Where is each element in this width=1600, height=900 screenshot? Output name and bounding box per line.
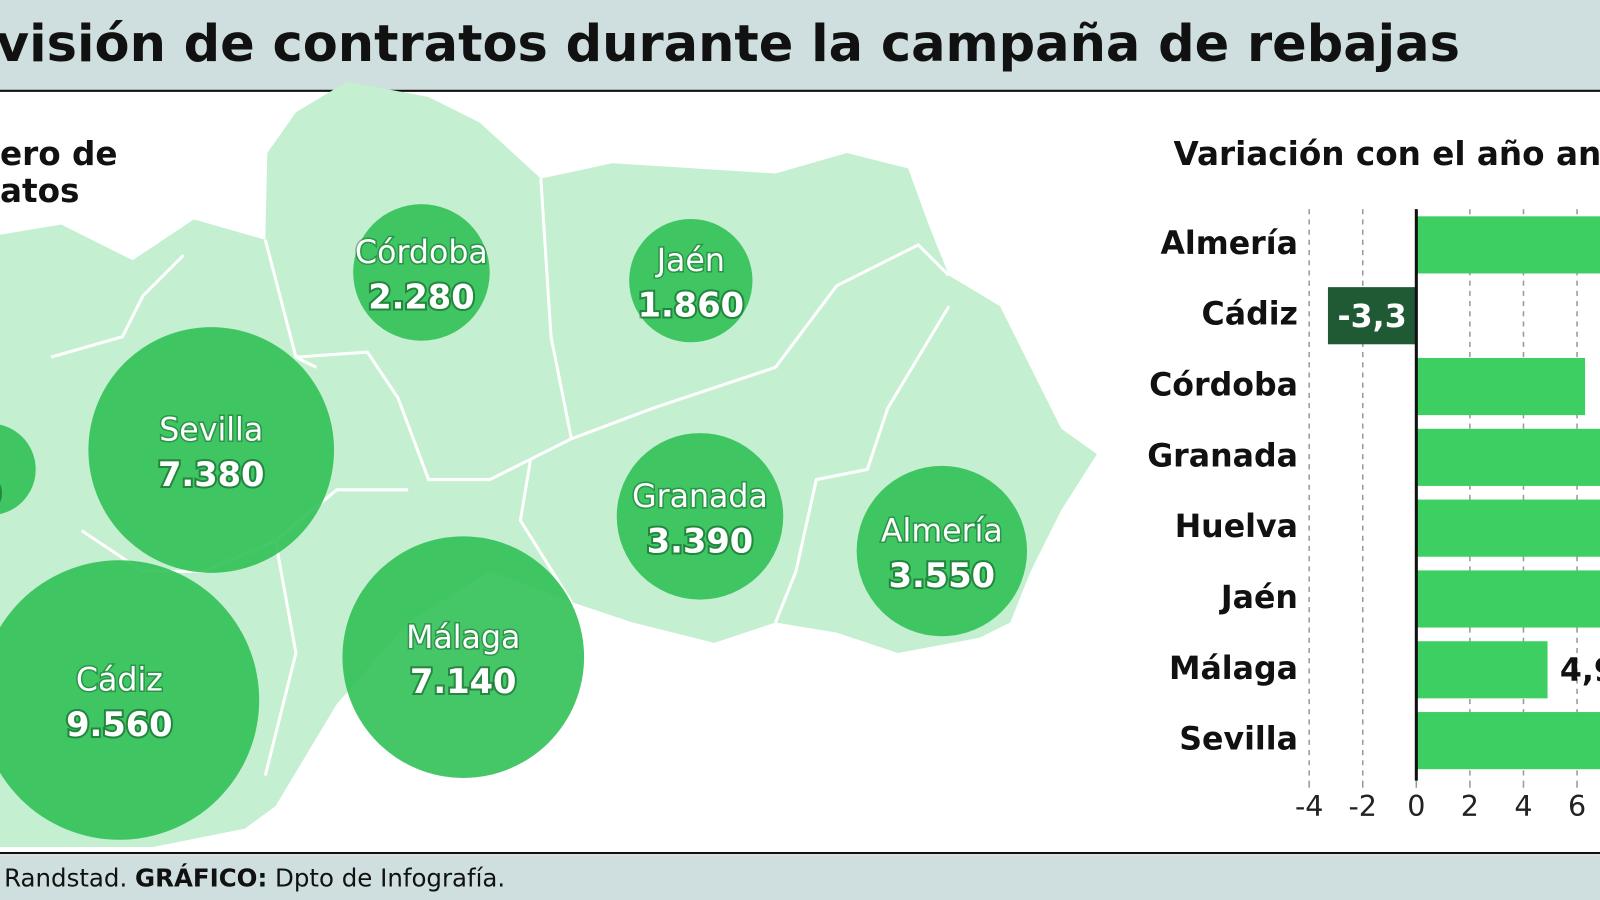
bubble-value: 3.550 — [889, 556, 995, 595]
x-tick-label: -4 — [1295, 789, 1323, 823]
footer: Randstad. GRÁFICO: Dpto de Infografía. — [4, 864, 505, 893]
category-label: Almería — [1160, 226, 1298, 262]
bubble — [88, 327, 335, 573]
footer-credit-label: GRÁFICO: — [135, 864, 267, 893]
bubble-name: Málaga — [406, 620, 520, 656]
bubble-name: Cádiz — [76, 663, 163, 699]
bubble-value: 3.390 — [647, 521, 753, 560]
bar — [1416, 357, 1586, 416]
bar — [1416, 641, 1548, 699]
map-subtitle: ero de — [0, 135, 118, 173]
map-subtitle: atos — [0, 172, 79, 210]
bubble-value: 1.860 — [638, 286, 744, 325]
bubble-value: 2.280 — [368, 277, 474, 316]
x-tick-label: 6 — [1568, 789, 1586, 823]
header-band — [0, 0, 1600, 90]
category-label: Granada — [1147, 438, 1298, 474]
value-label: 4,9 — [1560, 653, 1600, 689]
category-label: Córdoba — [1149, 368, 1298, 404]
bar — [1416, 428, 1600, 486]
footer-credit: Dpto de Infografía. — [275, 864, 505, 893]
bubble — [856, 465, 1028, 637]
bubble — [353, 204, 490, 341]
category-label: Huelva — [1175, 509, 1298, 545]
category-label: Jaén — [1219, 580, 1298, 616]
chart-title: Variación con el año ant — [1173, 135, 1600, 173]
value-label: -3,3 — [1338, 299, 1407, 335]
bar — [1416, 570, 1600, 628]
category-label: Málaga — [1169, 651, 1298, 687]
title: visión de contratos durante la campaña d… — [0, 15, 1460, 74]
x-tick-label: 2 — [1461, 789, 1479, 823]
category-label: Sevilla — [1179, 722, 1298, 758]
bubble-name: Granada — [632, 479, 768, 515]
bubble-name: Almería — [881, 514, 1003, 550]
category-label: Cádiz — [1202, 297, 1298, 333]
bubble-value: 0 — [0, 474, 2, 513]
bar — [1416, 216, 1600, 274]
bubble — [616, 433, 784, 600]
x-tick-label: -2 — [1349, 789, 1377, 823]
bubble-value: 9.560 — [66, 705, 172, 744]
x-tick-label: 4 — [1514, 789, 1532, 823]
bubble — [0, 424, 36, 515]
bubble-layer: a0Córdoba2.280Jaén1.860Sevilla7.380Grana… — [0, 204, 1028, 840]
bubble-value: 7.380 — [158, 455, 264, 494]
bubble-name: Sevilla — [159, 413, 263, 449]
bubble — [629, 218, 753, 343]
bubble-name: Córdoba — [355, 235, 488, 271]
bubble — [342, 536, 585, 778]
bar — [1416, 499, 1600, 557]
x-tick-label: 0 — [1407, 789, 1425, 823]
footer-band — [0, 855, 1600, 900]
bar-chart: -4 -2 0 2 4 6 Almería Cádiz -3,3 Córdoba Granada Hu… — [1147, 209, 1600, 823]
bubble — [0, 560, 260, 840]
bar — [1327, 287, 1417, 345]
bubble-value: 7.140 — [410, 662, 516, 701]
footer-source: Randstad. — [4, 864, 127, 893]
bar — [1416, 712, 1600, 770]
bubble-name: Jaén — [655, 243, 725, 279]
